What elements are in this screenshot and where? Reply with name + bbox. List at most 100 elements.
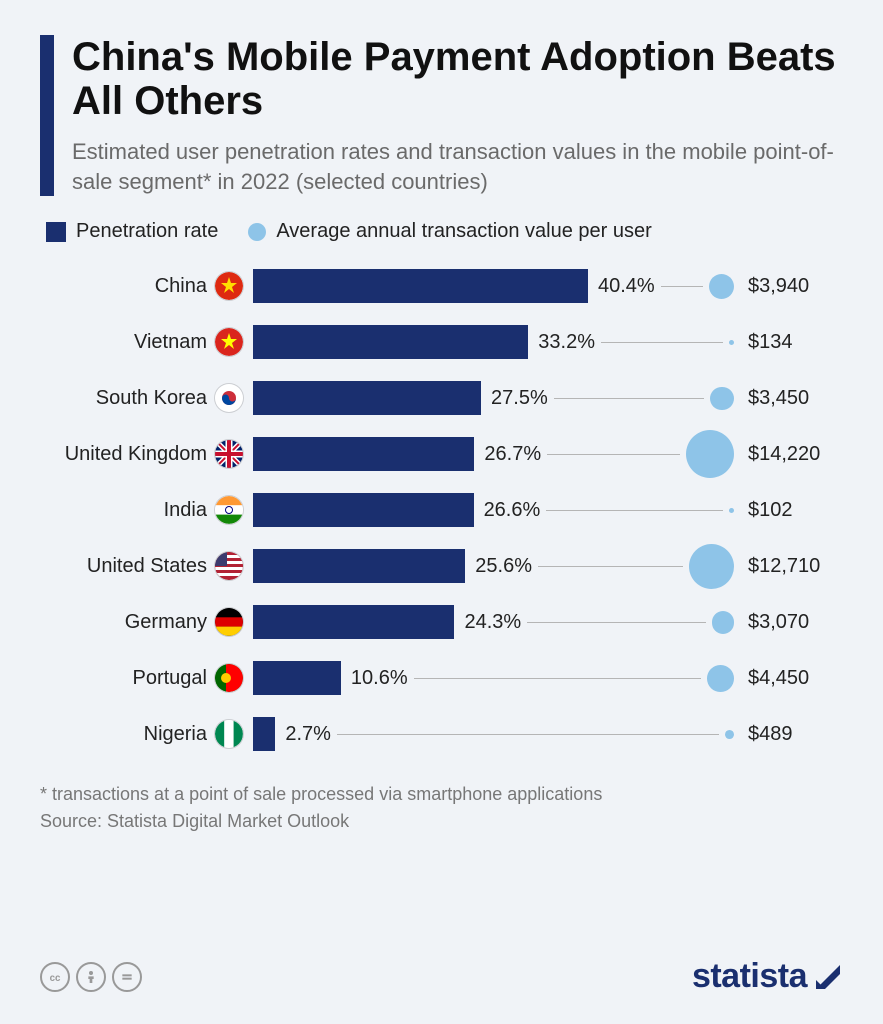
chart-subtitle: Estimated user penetration rates and tra… xyxy=(72,137,843,196)
penetration-label: 2.7% xyxy=(285,723,331,746)
country-label: United Kingdom xyxy=(40,443,215,466)
flag-icon xyxy=(215,384,243,412)
transaction-bubble xyxy=(710,387,734,411)
data-row: South Korea 27.5% $3,450 xyxy=(40,379,843,417)
bar-zone: 27.5% xyxy=(253,381,734,415)
penetration-label: 40.4% xyxy=(598,275,655,298)
transaction-bubble xyxy=(707,665,734,692)
bar-zone: 10.6% xyxy=(253,661,734,695)
footnote-line2: Source: Statista Digital Market Outlook xyxy=(40,808,843,835)
bar-zone: 25.6% xyxy=(253,544,734,589)
transaction-bubble xyxy=(689,544,734,589)
penetration-label: 10.6% xyxy=(351,667,408,690)
legend-circle-icon xyxy=(248,223,266,241)
bar-zone: 33.2% xyxy=(253,325,734,359)
legend-penetration-label: Penetration rate xyxy=(76,220,218,243)
data-row: Nigeria 2.7% $489 xyxy=(40,715,843,753)
bar-zone: 2.7% xyxy=(253,717,734,751)
data-row: Vietnam 33.2% $134 xyxy=(40,323,843,361)
title-accent-bar xyxy=(40,35,54,196)
connector-line xyxy=(554,398,705,399)
title-text-wrap: China's Mobile Payment Adoption Beats Al… xyxy=(72,35,843,196)
title-block: China's Mobile Payment Adoption Beats Al… xyxy=(40,35,843,196)
penetration-label: 33.2% xyxy=(538,331,595,354)
chart-title: China's Mobile Payment Adoption Beats Al… xyxy=(72,35,843,123)
footer: cc statista xyxy=(40,957,843,996)
legend-square-icon xyxy=(46,222,66,242)
bar-zone: 40.4% xyxy=(253,269,734,303)
brand-mark-icon xyxy=(813,962,843,992)
bar-zone: 26.6% xyxy=(253,493,734,527)
penetration-bar xyxy=(253,437,474,471)
connector-line xyxy=(547,454,680,455)
connector-line xyxy=(538,566,683,567)
svg-text:cc: cc xyxy=(50,972,61,983)
country-label: India xyxy=(40,499,215,522)
transaction-value-label: $4,450 xyxy=(748,667,843,690)
penetration-bar xyxy=(253,381,481,415)
flag-icon xyxy=(215,440,243,468)
transaction-bubble xyxy=(709,274,734,299)
cc-icon: cc xyxy=(40,962,70,992)
transaction-bubble xyxy=(725,730,734,739)
connector-line xyxy=(661,286,703,287)
flag-icon xyxy=(215,664,243,692)
flag-icon xyxy=(215,720,243,748)
transaction-value-label: $14,220 xyxy=(748,443,843,466)
penetration-bar xyxy=(253,493,474,527)
transaction-bubble xyxy=(686,430,734,478)
data-row: United Kingdom 26.7% $14,220 xyxy=(40,435,843,473)
bar-zone: 24.3% xyxy=(253,605,734,639)
brand-label: statista xyxy=(692,957,807,996)
penetration-bar xyxy=(253,605,454,639)
nd-icon xyxy=(112,962,142,992)
by-icon xyxy=(76,962,106,992)
country-label: Germany xyxy=(40,611,215,634)
transaction-value-label: $3,070 xyxy=(748,611,843,634)
penetration-bar xyxy=(253,661,341,695)
connector-line xyxy=(414,678,702,679)
data-row: India 26.6% $102 xyxy=(40,491,843,529)
transaction-value-label: $102 xyxy=(748,499,843,522)
flag-icon xyxy=(215,608,243,636)
penetration-bar xyxy=(253,717,275,751)
transaction-value-label: $3,940 xyxy=(748,275,843,298)
penetration-label: 24.3% xyxy=(464,611,521,634)
transaction-value-label: $12,710 xyxy=(748,555,843,578)
country-label: Portugal xyxy=(40,667,215,690)
footnote: * transactions at a point of sale proces… xyxy=(40,781,843,835)
legend: Penetration rate Average annual transact… xyxy=(40,220,843,243)
flag-icon xyxy=(215,496,243,524)
transaction-value-label: $3,450 xyxy=(748,387,843,410)
brand: statista xyxy=(692,957,843,996)
chart-rows: China 40.4% $3,940 Vietnam 33.2% $134 So… xyxy=(40,267,843,753)
legend-transaction-label: Average annual transaction value per use… xyxy=(276,220,651,243)
legend-penetration: Penetration rate xyxy=(46,220,218,243)
data-row: Germany 24.3% $3,070 xyxy=(40,603,843,641)
data-row: Portugal 10.6% $4,450 xyxy=(40,659,843,697)
penetration-bar xyxy=(253,325,528,359)
country-label: Vietnam xyxy=(40,331,215,354)
penetration-bar xyxy=(253,269,588,303)
flag-icon xyxy=(215,328,243,356)
legend-transaction: Average annual transaction value per use… xyxy=(248,220,651,243)
country-label: South Korea xyxy=(40,387,215,410)
cc-icons: cc xyxy=(40,962,142,992)
connector-line xyxy=(546,510,723,511)
transaction-bubble xyxy=(712,611,734,633)
bar-zone: 26.7% xyxy=(253,430,734,478)
country-label: China xyxy=(40,275,215,298)
connector-line xyxy=(527,622,706,623)
penetration-label: 26.7% xyxy=(484,443,541,466)
flag-icon xyxy=(215,552,243,580)
penetration-label: 27.5% xyxy=(491,387,548,410)
transaction-bubble xyxy=(729,508,734,513)
penetration-bar xyxy=(253,549,465,583)
penetration-label: 25.6% xyxy=(475,555,532,578)
footnote-line1: * transactions at a point of sale proces… xyxy=(40,781,843,808)
penetration-label: 26.6% xyxy=(484,499,541,522)
chart-container: China's Mobile Payment Adoption Beats Al… xyxy=(0,0,883,1024)
flag-icon xyxy=(215,272,243,300)
connector-line xyxy=(601,342,723,343)
data-row: United States 25.6% $12,710 xyxy=(40,547,843,585)
